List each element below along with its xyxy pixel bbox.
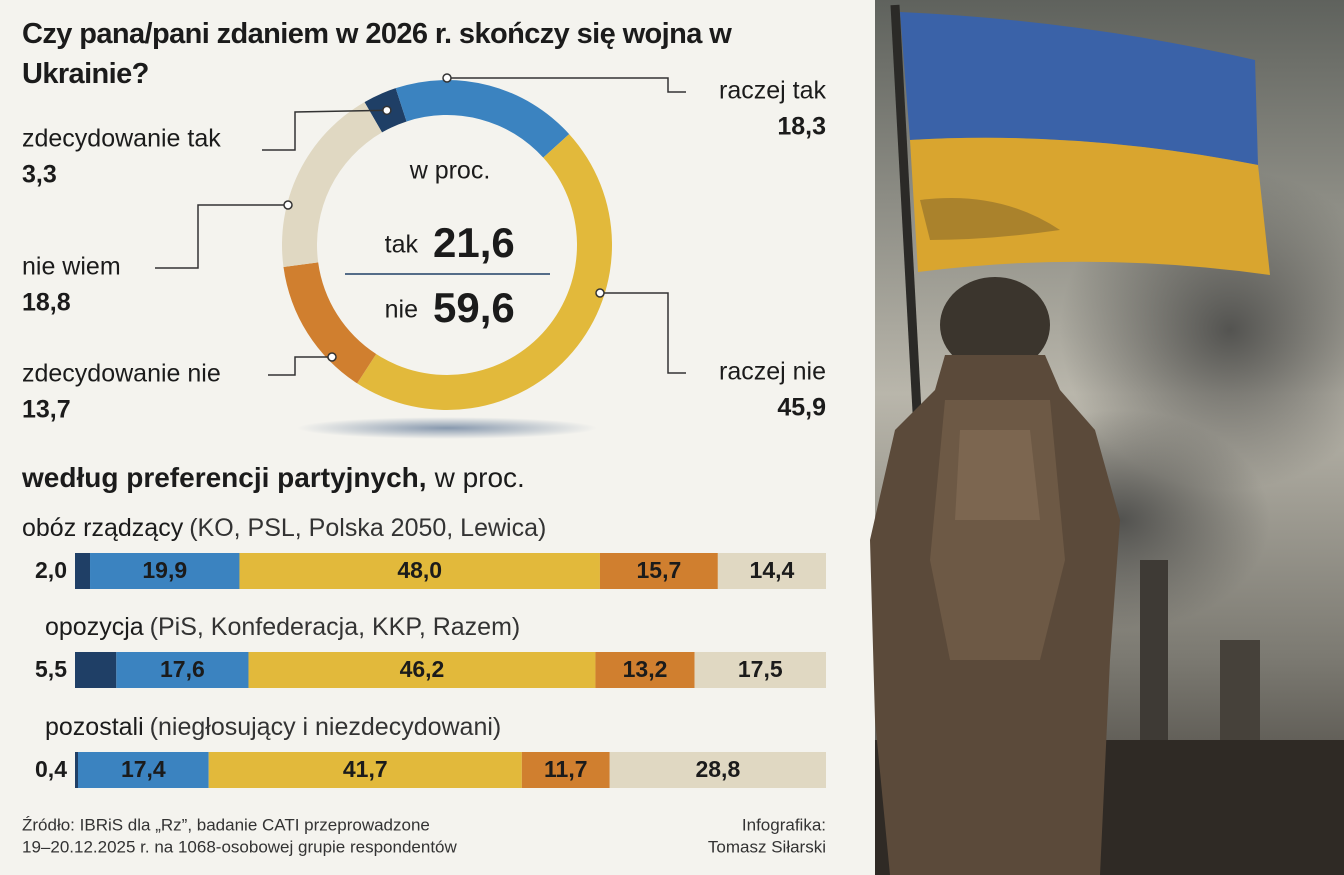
leader-dot (283, 200, 293, 210)
leader-dot (442, 73, 452, 83)
leader-dot (595, 288, 605, 298)
bar-value: 14,4 (750, 557, 795, 583)
footer: Źródło: IBRiS dla „Rz”, badanie CATI prz… (22, 815, 826, 856)
leader-line (262, 109, 387, 151)
bar-segment (717, 553, 826, 589)
bar-value: 41,7 (343, 756, 388, 782)
row-name: obóz rządzący (22, 514, 184, 542)
bar-value: 17,5 (738, 656, 783, 682)
bar-value: 0,4 (35, 756, 67, 782)
credit: Infografika: (742, 815, 826, 834)
bar-segment (694, 652, 826, 688)
row-detail: (PiS, Konfederacja, KKP, Razem) (150, 613, 521, 641)
segment-value: 18,3 (777, 113, 826, 141)
bar-segment (595, 652, 695, 688)
donut-chart: zdecydowanie tak 3,3 raczej tak 18,3 raczej … (22, 73, 826, 424)
segment-value: 45,9 (777, 394, 826, 422)
bar-segment (521, 752, 610, 788)
row-label: pozostali (niegłosujący i niezdecydowani) (45, 713, 501, 741)
bar-segment (208, 752, 522, 788)
bar-segment (239, 553, 600, 589)
source-note: 19–20.12.2025 r. na 1068-osobowej grupie… (22, 837, 458, 856)
summary-value: 59,6 (433, 284, 515, 331)
bar-value: 48,0 (397, 557, 442, 583)
row-name: pozostali (45, 713, 144, 741)
chart-title: Czy pana/pani zdaniem w 2026 r. skończy … (22, 18, 732, 90)
segment-label: zdecydowanie tak (22, 125, 221, 153)
bar-value: 46,2 (400, 656, 445, 682)
leader-line (447, 77, 686, 93)
title-unit: w proc. (434, 462, 525, 493)
bar-chart-title: według preferencji partyjnych, w proc. (21, 462, 525, 493)
leader-line (155, 204, 288, 269)
source-note: Źródło: IBRiS dla „Rz”, badanie CATI prz… (22, 815, 430, 834)
donut-shadow (297, 417, 597, 439)
bar-segment (78, 752, 209, 788)
bar-segment (116, 652, 249, 688)
row-label: opozycja (PiS, Konfederacja, KKP, Razem) (45, 613, 520, 641)
bar-chart: według preferencji partyjnych, w proc. obó… (21, 462, 826, 788)
donut-segment (283, 262, 377, 384)
bar-segment (599, 553, 718, 589)
row-detail: (KO, PSL, Polska 2050, Lewica) (189, 514, 546, 542)
bar-segment (75, 652, 117, 688)
segment-value: 3,3 (22, 161, 57, 189)
segment-label: raczej nie (719, 358, 826, 386)
segment-value: 13,7 (22, 396, 71, 424)
credit: Tomasz Siłarski (708, 837, 826, 856)
donut-segment (282, 102, 382, 268)
bar-value: 19,9 (142, 557, 187, 583)
bar-value: 11,7 (544, 756, 588, 782)
row-name: opozycja (45, 613, 144, 641)
bar-segment (90, 553, 240, 589)
center-label: w proc. (409, 157, 491, 185)
bar-segment (75, 752, 79, 788)
bar-value: 28,8 (695, 756, 740, 782)
donut-segment (395, 80, 570, 158)
row-detail: (niegłosujący i niezdecydowani) (150, 713, 502, 741)
bar-value: 2,0 (35, 557, 67, 583)
bar-value: 15,7 (637, 557, 682, 583)
segment-label: zdecydowanie nie (22, 360, 221, 388)
bar-segment (75, 553, 91, 589)
segment-label: raczej tak (719, 77, 826, 105)
bar-value: 17,6 (160, 656, 205, 682)
leader-dot (382, 105, 392, 116)
bar-value: 13,2 (623, 656, 668, 682)
bar-value: 17,4 (121, 756, 166, 782)
photo (870, 0, 1344, 875)
summary-value: 21,6 (433, 219, 515, 266)
bar-segment (609, 752, 826, 788)
leader-line (268, 356, 332, 376)
summary-name: nie (385, 296, 418, 324)
row-label: obóz rządzący (KO, PSL, Polska 2050, Lewi… (22, 514, 546, 542)
segment-label: nie wiem (22, 253, 121, 281)
leader-dot (327, 352, 337, 362)
donut-segment (357, 134, 612, 410)
segment-value: 18,8 (22, 289, 71, 317)
title-bold: według preferencji partyjnych, (21, 462, 427, 493)
bar-value: 5,5 (35, 656, 67, 682)
bar-segment (248, 652, 596, 688)
summary-name: tak (385, 231, 419, 259)
leader-line (600, 292, 686, 374)
